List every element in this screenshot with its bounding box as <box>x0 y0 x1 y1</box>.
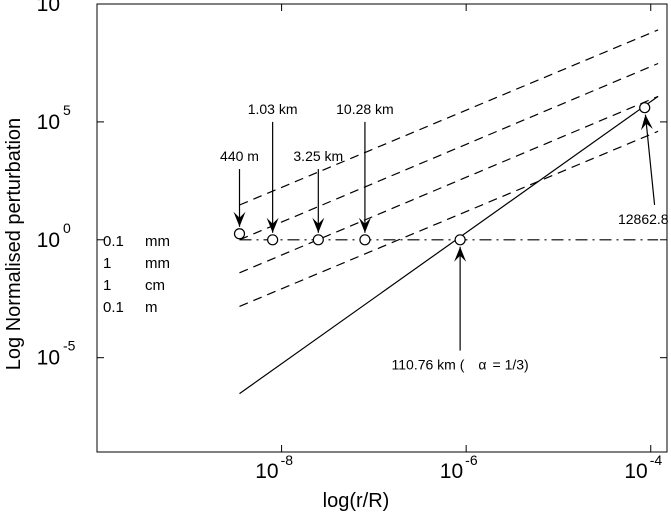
annotation-arrowhead <box>266 217 279 233</box>
scale-label-unit: mm <box>145 255 170 272</box>
y-tick-label: 10 <box>37 229 60 252</box>
annotation-label: 10.28 km <box>336 101 394 117</box>
axes: 10-810-610-4101010510010-5 <box>37 0 668 483</box>
data-marker <box>267 234 279 246</box>
annotation-arrowhead <box>454 246 467 262</box>
annotation-arrowhead <box>233 211 246 227</box>
series-line-5 <box>239 95 659 395</box>
annotation-label: 12862.8 km <box>618 211 671 227</box>
data-marker <box>233 228 246 240</box>
y-tick-label: 10 <box>37 347 60 370</box>
annotation-arrowhead <box>312 217 325 233</box>
x-tick-label: 10 <box>255 460 278 483</box>
marker-group <box>233 102 651 246</box>
series-group <box>239 29 659 395</box>
scale-label-value: 0.1 <box>103 299 124 316</box>
plot-frame <box>96 3 668 453</box>
y-tick-exponent: -5 <box>63 338 76 354</box>
scale-label-unit: m <box>145 299 158 316</box>
y-axis-label: Log Normalised perturbation <box>3 118 25 370</box>
series-line-3 <box>239 95 659 274</box>
annotation-group: 440 m 1.03 km 3.25 km 10.28 km 110.76 km (α =… <box>220 101 671 373</box>
scale-label-value: 1 <box>103 277 111 294</box>
data-marker <box>454 234 466 246</box>
data-marker <box>639 102 651 114</box>
x-tick-exponent: -4 <box>650 452 663 468</box>
annotation-arrowhead <box>640 114 653 131</box>
annotation-label: 440 m <box>220 148 259 164</box>
y-tick-label: 10 <box>37 0 60 16</box>
x-tick-label: 10 <box>624 460 647 483</box>
annotation-label: 110.76 km (α = 1/3) <box>392 357 529 373</box>
x-axis-label: log(r/R) <box>323 490 390 512</box>
x-tick-exponent: -6 <box>465 452 478 468</box>
series-line-4 <box>239 130 659 307</box>
annotation-arrowhead <box>358 217 371 233</box>
scale-label-value: 1 <box>103 255 111 272</box>
data-marker <box>312 234 324 246</box>
y-tick-exponent: 0 <box>63 220 71 236</box>
scale-label-value: 0.1 <box>103 233 124 250</box>
y-tick-label: 10 <box>37 111 60 134</box>
scale-label-unit: mm <box>145 233 170 250</box>
x-tick-label: 10 <box>440 460 463 483</box>
annotation-label: 3.25 km <box>293 148 343 164</box>
scale-label-unit: cm <box>145 277 165 294</box>
series-line-2 <box>239 62 659 241</box>
data-marker <box>359 234 371 246</box>
scale-label-group: 0.1 mm 1 mm 1 cm 0.1 m <box>103 233 170 316</box>
series-line-1 <box>239 29 659 206</box>
annotation-label: 1.03 km <box>248 101 298 117</box>
x-tick-exponent: -8 <box>281 452 294 468</box>
y-tick-exponent: 5 <box>63 102 71 118</box>
annotation-arrow-line <box>644 114 656 206</box>
